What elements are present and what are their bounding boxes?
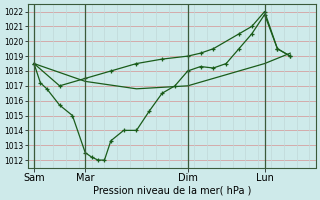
X-axis label: Pression niveau de la mer( hPa ): Pression niveau de la mer( hPa ) bbox=[92, 186, 251, 196]
